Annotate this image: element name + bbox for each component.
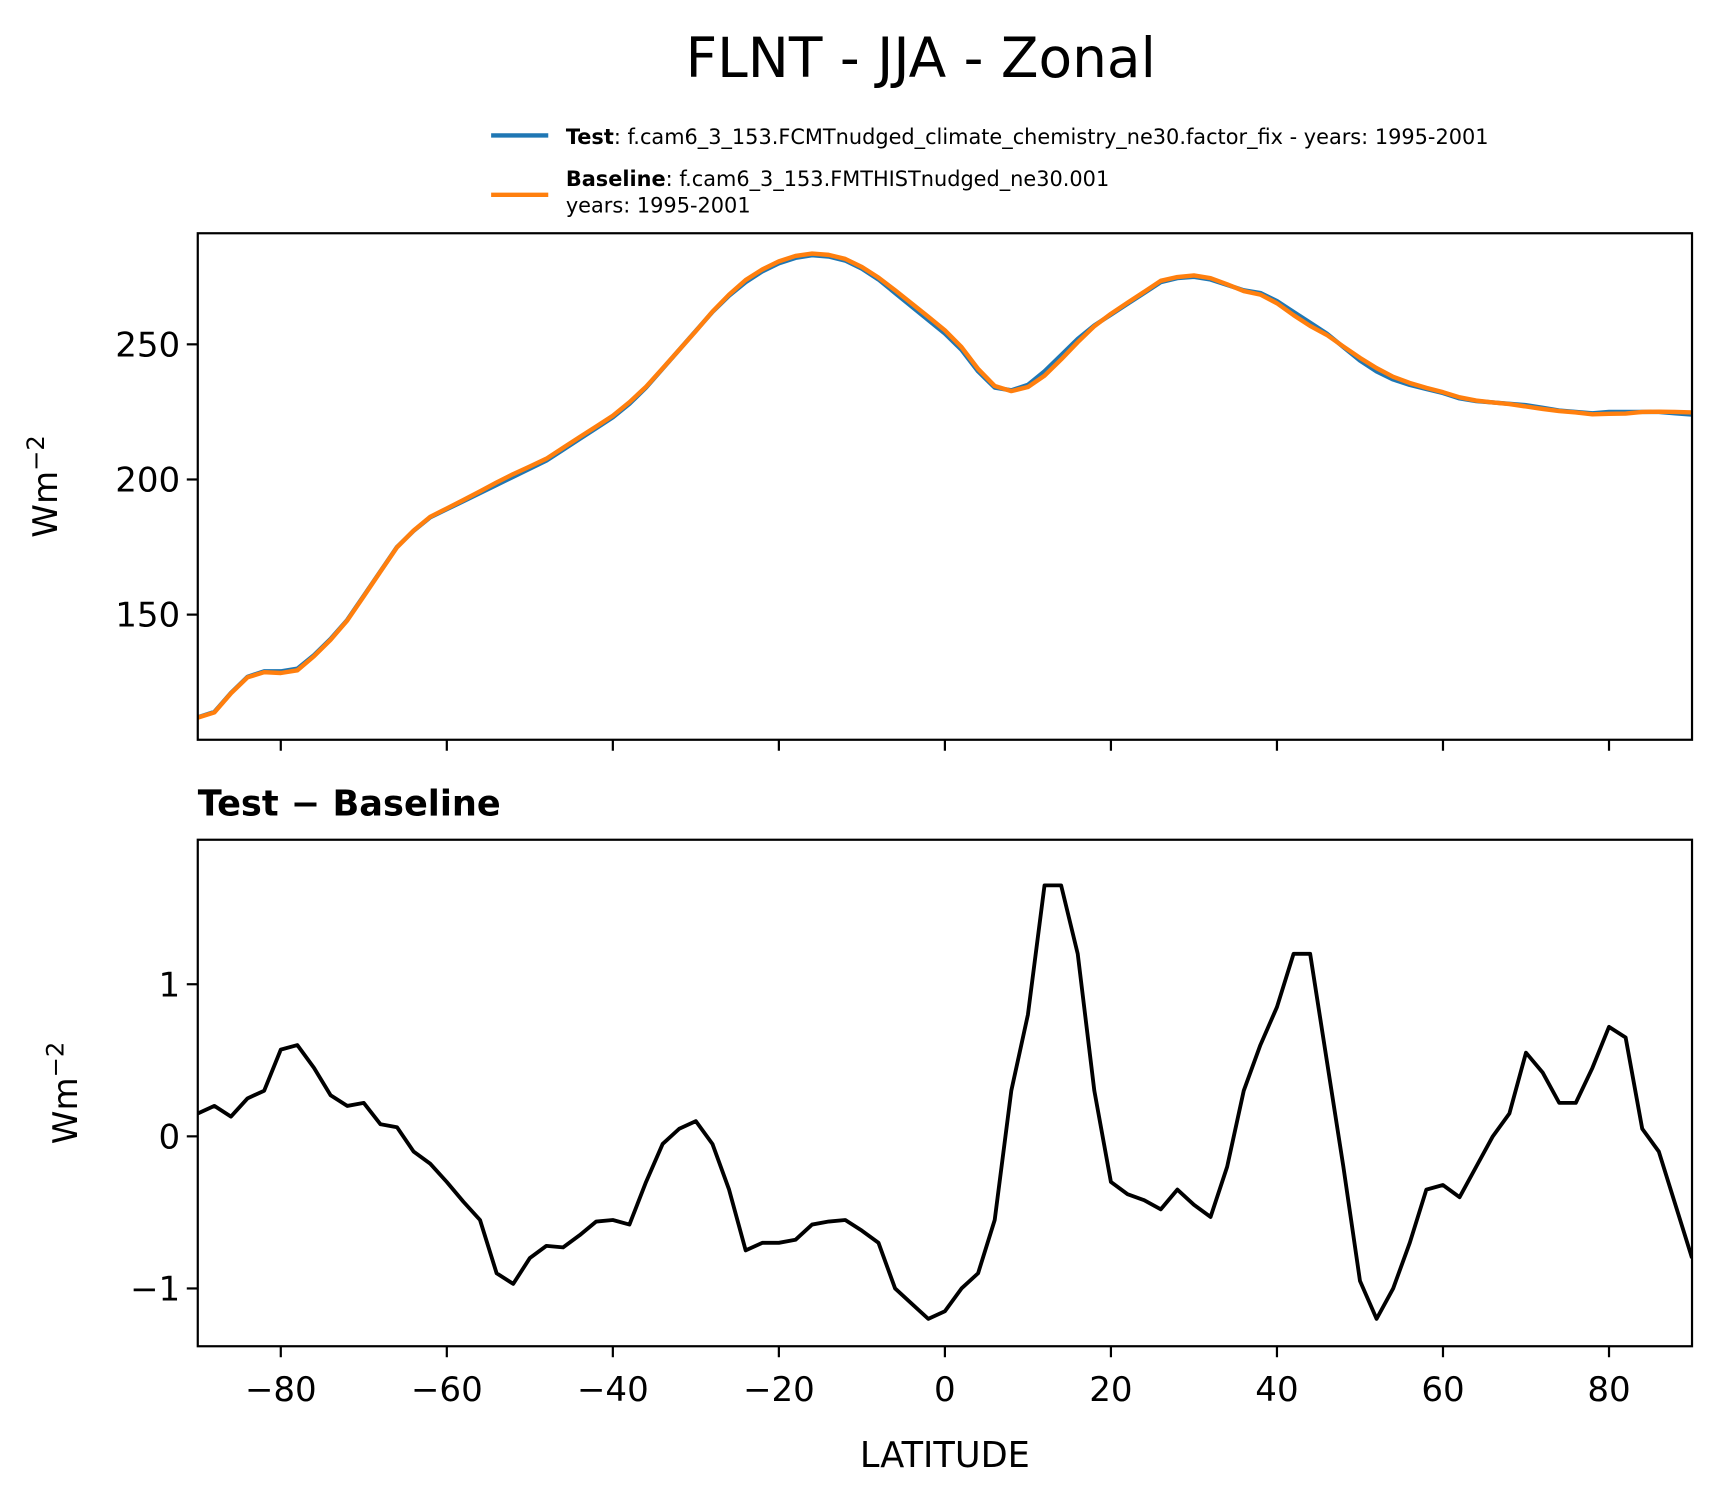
x-tick-label: −20 [743,1370,815,1410]
data-line [197,883,1693,1321]
y-tick-label: 200 [115,461,180,501]
y-tick-label: −1 [130,1270,180,1310]
y-axis-label: Wm−2 [42,1042,86,1144]
y-axis-label-exponent: −2 [42,1042,70,1078]
y-tick-label: 1 [159,965,181,1005]
x-tick-label: 0 [934,1370,956,1410]
legend-entry: Test: f.cam6_3_153.FCMTnudged_climate_ch… [566,125,1489,150]
y-axis-label-base: Wm [26,471,66,538]
x-tick-label: −40 [577,1370,649,1410]
y-axis-label: Wm−2 [22,435,66,537]
axes-frame [196,838,1694,1348]
legend-entry: Baseline: f.cam6_3_153.FMTHISTnudged_ne3… [566,167,1109,192]
x-tick-label: 40 [1255,1370,1298,1410]
x-tick-label: 20 [1089,1370,1132,1410]
legend-description: : f.cam6_3_153.FMTHISTnudged_ne30.001 [666,167,1110,192]
figure-title: FLNT - JJA - Zonal [686,26,1156,90]
panel-title: Test − Baseline [198,784,501,825]
legend-name: Test [566,125,614,149]
legend-name: Baseline [566,167,666,191]
axes-frame [196,232,1694,741]
legend-description: : f.cam6_3_153.FCMTnudged_climate_chemis… [614,125,1489,150]
x-axis-label: LATITUDE [860,1435,1030,1476]
x-tick-label: 60 [1421,1370,1464,1410]
data-line [197,252,1693,720]
y-tick-label: 0 [159,1117,181,1157]
x-tick-label: −60 [411,1370,483,1410]
data-line [197,251,1693,720]
x-tick-label: 80 [1587,1370,1630,1410]
legend-description: years: 1995-2001 [566,193,751,217]
x-tick-label: −80 [245,1370,317,1410]
y-axis-label-exponent: −2 [22,435,50,471]
y-axis-label-base: Wm [46,1077,86,1144]
y-tick-label: 250 [115,325,180,365]
y-tick-label: 150 [115,596,180,636]
